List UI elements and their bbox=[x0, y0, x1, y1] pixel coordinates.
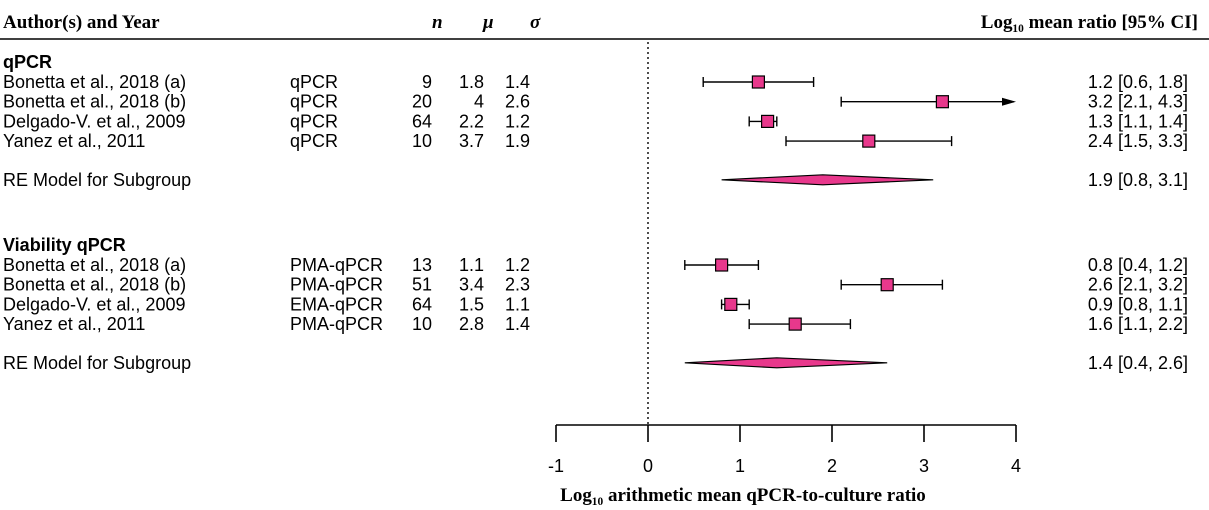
study-n: 13 bbox=[412, 255, 432, 275]
study-mu: 1.1 bbox=[459, 255, 484, 275]
summary-label: RE Model for Subgroup bbox=[3, 353, 191, 373]
summary-diamond bbox=[684, 357, 888, 369]
study-author: Bonetta et al., 2018 (b) bbox=[3, 92, 186, 112]
study-mu: 4 bbox=[474, 92, 484, 112]
x-tick-label: 1 bbox=[735, 456, 745, 476]
x-axis-label: Log₁₀ arithmetic mean qPCR-to-culture ra… bbox=[560, 485, 926, 506]
study-marker bbox=[880, 278, 894, 292]
group-title: Viability qPCR bbox=[3, 235, 126, 255]
study-sigma: 2.3 bbox=[505, 275, 530, 295]
study-n: 64 bbox=[412, 111, 432, 131]
study-mu: 2.8 bbox=[459, 314, 484, 334]
study-ci-text: 1.3 [1.1, 1.4] bbox=[1088, 111, 1188, 131]
study-ci-text: 3.2 [2.1, 4.3] bbox=[1088, 92, 1188, 112]
study-marker bbox=[751, 75, 766, 89]
study-marker bbox=[788, 317, 802, 331]
study-n: 9 bbox=[422, 72, 432, 92]
study-marker bbox=[862, 134, 876, 148]
study-sigma: 1.9 bbox=[505, 131, 530, 151]
study-sigma: 1.4 bbox=[505, 72, 530, 92]
study-n: 64 bbox=[412, 294, 432, 314]
x-axis: -1 0 1 2 3 4 bbox=[548, 424, 1021, 476]
study-marker bbox=[714, 258, 729, 272]
study-sigma: 1.1 bbox=[505, 294, 530, 314]
study-author: Bonetta et al., 2018 (b) bbox=[3, 275, 186, 295]
study-ci-text: 0.9 [0.8, 1.1] bbox=[1088, 294, 1188, 314]
study-author: Bonetta et al., 2018 (a) bbox=[3, 72, 186, 92]
x-tick-label: 0 bbox=[643, 456, 653, 476]
study-n: 10 bbox=[412, 314, 432, 334]
study-method: qPCR bbox=[290, 92, 338, 112]
header-sigma: σ bbox=[530, 12, 541, 33]
study-author: Yanez et al., 2011 bbox=[3, 131, 145, 151]
study-mu: 3.4 bbox=[459, 275, 484, 295]
header-n: n bbox=[432, 12, 443, 33]
ci-arrow bbox=[1002, 97, 1016, 106]
summary-ci-text: 1.9 [0.8, 3.1] bbox=[1088, 170, 1188, 190]
study-sigma: 1.4 bbox=[505, 314, 530, 334]
study-ci-text: 2.6 [2.1, 3.2] bbox=[1088, 275, 1188, 295]
study-n: 20 bbox=[412, 92, 432, 112]
summary-ci-text: 1.4 [0.4, 2.6] bbox=[1088, 353, 1188, 373]
x-tick-label: 2 bbox=[827, 456, 837, 476]
study-method: qPCR bbox=[290, 72, 338, 92]
summary-diamond bbox=[721, 174, 934, 186]
study-mu: 3.7 bbox=[459, 131, 484, 151]
study-method: EMA-qPCR bbox=[290, 294, 383, 314]
study-mu: 1.5 bbox=[459, 294, 484, 314]
header-ci-label: Log₁₀ mean ratio [95% CI] bbox=[981, 12, 1198, 33]
x-tick-label: 4 bbox=[1011, 456, 1021, 476]
header-mu: μ bbox=[482, 12, 494, 33]
study-author: Delgado-V. et al., 2009 bbox=[3, 294, 185, 314]
study-author: Bonetta et al., 2018 (a) bbox=[3, 255, 186, 275]
study-sigma: 2.6 bbox=[505, 92, 530, 112]
study-n: 10 bbox=[412, 131, 432, 151]
study-sigma: 1.2 bbox=[505, 111, 530, 131]
header-author-year: Author(s) and Year bbox=[3, 12, 160, 33]
study-ci-text: 2.4 [1.5, 3.3] bbox=[1088, 131, 1188, 151]
study-method: qPCR bbox=[290, 111, 338, 131]
summary-label: RE Model for Subgroup bbox=[3, 170, 191, 190]
study-mu: 1.8 bbox=[459, 72, 484, 92]
study-marker bbox=[724, 297, 738, 311]
study-author: Yanez et al., 2011 bbox=[3, 314, 145, 334]
x-tick-label: -1 bbox=[548, 456, 564, 476]
study-method: PMA-qPCR bbox=[290, 275, 383, 295]
study-method: PMA-qPCR bbox=[290, 255, 383, 275]
study-method: qPCR bbox=[290, 131, 338, 151]
study-mu: 2.2 bbox=[459, 111, 484, 131]
group-title: qPCR bbox=[3, 52, 52, 72]
study-ci-text: 1.2 [0.6, 1.8] bbox=[1088, 72, 1188, 92]
study-n: 51 bbox=[412, 275, 432, 295]
study-ci-text: 1.6 [1.1, 2.2] bbox=[1088, 314, 1188, 334]
x-tick-label: 3 bbox=[919, 456, 929, 476]
study-ci-text: 0.8 [0.4, 1.2] bbox=[1088, 255, 1188, 275]
study-marker bbox=[760, 114, 775, 129]
study-method: PMA-qPCR bbox=[290, 314, 383, 334]
study-marker bbox=[935, 95, 950, 109]
study-author: Delgado-V. et al., 2009 bbox=[3, 111, 185, 131]
study-sigma: 1.2 bbox=[505, 255, 530, 275]
